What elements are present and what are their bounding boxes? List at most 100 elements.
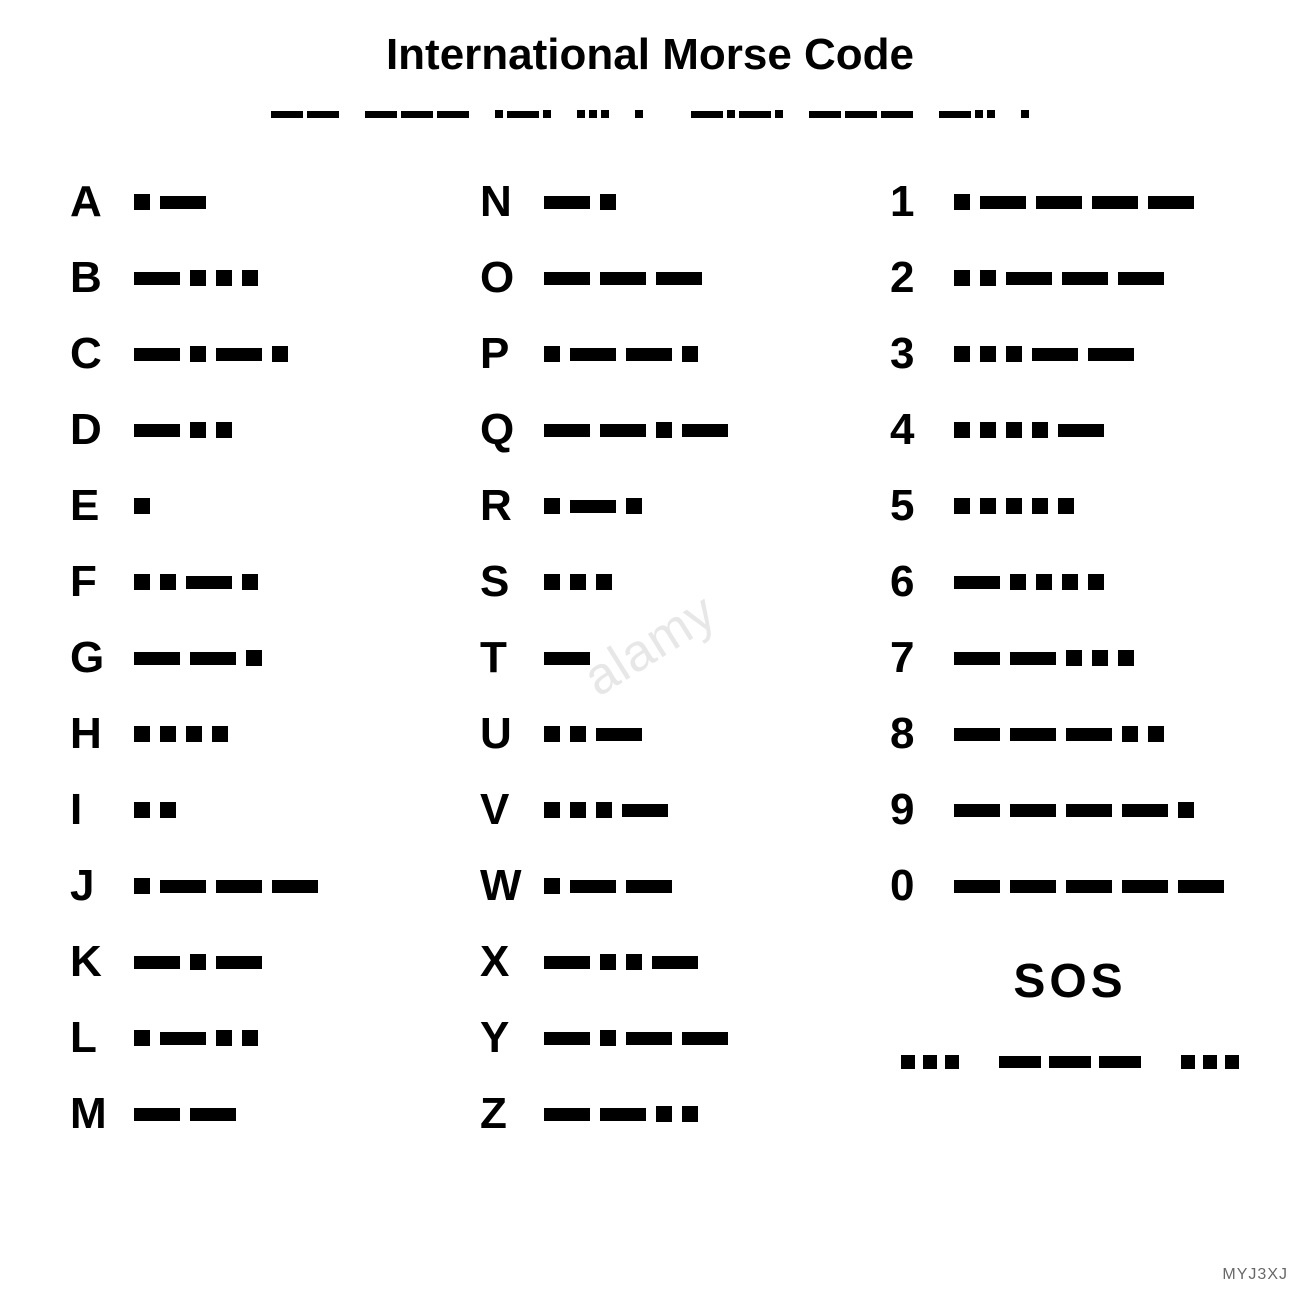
dash-icon: [600, 1108, 646, 1121]
morse-code: [134, 726, 228, 742]
dot-icon: [656, 1106, 672, 1122]
morse-row: V: [480, 786, 840, 834]
character-label: O: [480, 253, 544, 303]
dot-icon: [190, 346, 206, 362]
morse-chart: International Morse Code ABCDEFGHIJKLM N…: [0, 0, 1300, 1290]
dot-icon: [544, 574, 560, 590]
morse-row: 3: [890, 330, 1250, 378]
character-label: S: [480, 557, 544, 607]
dot-icon: [1006, 498, 1022, 514]
dash-icon: [600, 424, 646, 437]
dash-icon: [626, 348, 672, 361]
dash-icon: [1178, 880, 1224, 893]
dot-icon: [570, 574, 586, 590]
dash-icon: [544, 424, 590, 437]
morse-row: A: [70, 178, 430, 226]
morse-code: [544, 1106, 698, 1122]
character-label: I: [70, 785, 134, 835]
dot-icon: [216, 270, 232, 286]
dot-icon: [134, 194, 150, 210]
dot-icon: [600, 954, 616, 970]
dash-icon: [939, 111, 971, 118]
dash-icon: [1010, 804, 1056, 817]
dash-icon: [134, 1108, 180, 1121]
morse-code: [134, 802, 176, 818]
dot-icon: [1032, 498, 1048, 514]
dot-icon: [954, 270, 970, 286]
character-label: J: [70, 861, 134, 911]
morse-code: [544, 574, 612, 590]
dot-icon: [601, 110, 609, 118]
dot-icon: [1092, 650, 1108, 666]
morse-code: [544, 652, 590, 665]
dash-icon: [544, 652, 590, 665]
dash-icon: [596, 728, 642, 741]
dot-icon: [596, 802, 612, 818]
morse-row: I: [70, 786, 430, 834]
dot-icon: [600, 1030, 616, 1046]
character-label: 9: [890, 785, 954, 835]
character-label: B: [70, 253, 134, 303]
dash-icon: [691, 111, 723, 118]
character-label: K: [70, 937, 134, 987]
dash-icon: [622, 804, 668, 817]
dash-icon: [1122, 880, 1168, 893]
character-label: 6: [890, 557, 954, 607]
dot-icon: [1006, 346, 1022, 362]
character-label: A: [70, 177, 134, 227]
morse-row: X: [480, 938, 840, 986]
character-label: E: [70, 481, 134, 531]
dot-icon: [190, 270, 206, 286]
dash-icon: [1066, 880, 1112, 893]
dash-icon: [160, 1032, 206, 1045]
column-numbers: 1234567890SOS: [890, 178, 1250, 1250]
morse-row: 6: [890, 558, 1250, 606]
dash-icon: [437, 111, 469, 118]
dot-icon: [987, 110, 995, 118]
dash-icon: [600, 272, 646, 285]
morse-code: [134, 1030, 258, 1046]
dash-icon: [1099, 1056, 1141, 1068]
gap: [1149, 1062, 1173, 1063]
dash-icon: [216, 348, 262, 361]
morse-row: R: [480, 482, 840, 530]
dash-icon: [739, 111, 771, 118]
dash-icon: [1049, 1056, 1091, 1068]
morse-row: 0: [890, 862, 1250, 910]
character-label: M: [70, 1089, 134, 1139]
dot-icon: [216, 422, 232, 438]
dot-icon: [682, 1106, 698, 1122]
morse-row: C: [70, 330, 430, 378]
dot-icon: [954, 346, 970, 362]
dot-icon: [544, 878, 560, 894]
morse-row: 5: [890, 482, 1250, 530]
morse-row: O: [480, 254, 840, 302]
gap: [555, 114, 573, 115]
dot-icon: [1010, 574, 1026, 590]
character-label: P: [480, 329, 544, 379]
morse-row: G: [70, 634, 430, 682]
dash-icon: [626, 880, 672, 893]
morse-code: [544, 802, 668, 818]
dash-icon: [1036, 196, 1082, 209]
morse-code: [134, 878, 318, 894]
gap: [473, 114, 491, 115]
morse-code: [954, 270, 1164, 286]
dash-icon: [544, 956, 590, 969]
dot-icon: [1225, 1055, 1239, 1069]
morse-row: F: [70, 558, 430, 606]
dot-icon: [1203, 1055, 1217, 1069]
character-label: 3: [890, 329, 954, 379]
dash-icon: [1010, 880, 1056, 893]
character-label: 7: [890, 633, 954, 683]
morse-row: 1: [890, 178, 1250, 226]
morse-code: [954, 498, 1074, 514]
morse-code: [544, 878, 672, 894]
morse-row: E: [70, 482, 430, 530]
dot-icon: [242, 270, 258, 286]
dash-icon: [190, 1108, 236, 1121]
morse-code: [544, 194, 616, 210]
morse-code: [134, 194, 206, 210]
gap: [613, 114, 631, 115]
morse-code: [954, 422, 1104, 438]
